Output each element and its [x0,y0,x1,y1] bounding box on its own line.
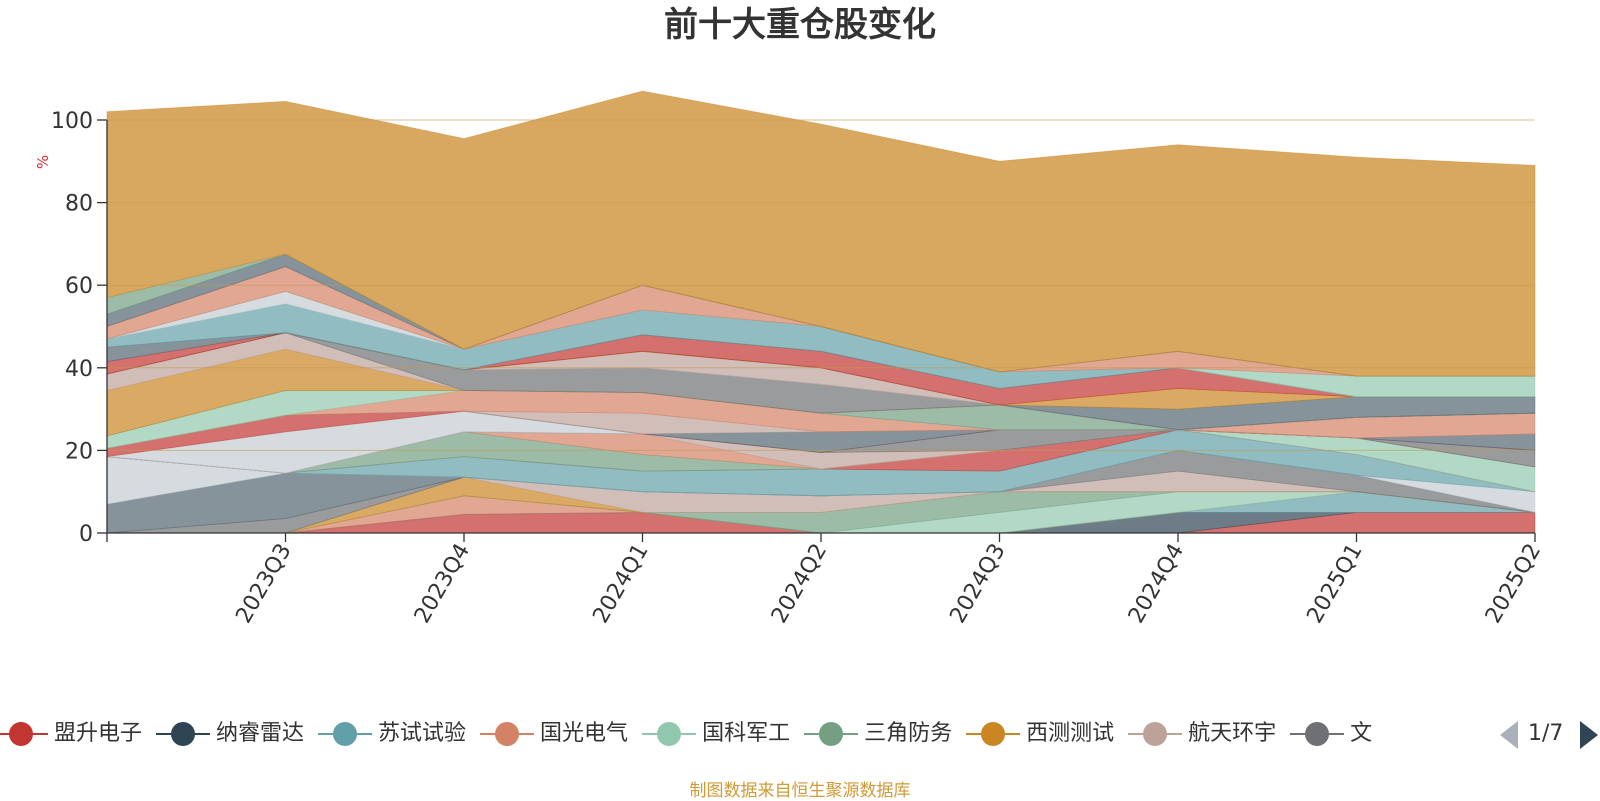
legend-marker-icon [480,722,535,746]
legend-marker-icon [318,722,373,746]
legend-item[interactable]: 盟升电子 [0,712,142,756]
legend-label: 文 [1350,721,1373,746]
legend-marker-icon [0,722,48,746]
source-note: 制图数据来自恒生聚源数据库 [689,781,911,801]
chart-title: 前十大重仓股变化 [664,5,936,45]
legend-label: 苏试试验 [378,721,467,746]
legend-marker-icon [966,722,1021,746]
legend-item[interactable]: 国光电气 [480,712,628,756]
legend-label: 纳睿雷达 [216,721,305,746]
legend-label: 盟升电子 [54,721,143,746]
x-tick-label: 2024Q4 [1124,540,1189,628]
legend-item[interactable]: 航天环宇 [1128,712,1276,756]
x-tick-label: 2023Q4 [410,540,475,628]
legend-item[interactable]: 苏试试验 [318,712,466,756]
x-tick-label: 2024Q2 [767,540,832,628]
legend-pager: 1/7 [1496,712,1600,756]
y-tick-label: 0 [79,522,93,547]
legend-label: 国科军工 [702,721,791,746]
legend-page-indicator: 1/7 [1528,721,1564,746]
legend: 盟升电子 纳睿雷达 苏试试验 国光电气 国科军工 三角防务 西测测试 航天环宇 文 [0,712,1490,756]
legend-label: 三角防务 [864,721,953,746]
y-tick-label: 20 [65,439,93,464]
legend-marker-icon [156,722,211,746]
legend-item[interactable]: 文 [1290,712,1372,756]
legend-next-page-icon[interactable] [1580,721,1598,749]
y-axis-label: % [34,155,52,169]
legend-item[interactable]: 西测测试 [966,712,1114,756]
x-tick-label: 2024Q3 [945,540,1010,628]
legend-marker-icon [1128,722,1183,746]
x-tick-label: 2023Q3 [231,540,296,628]
x-tick-label: 2025Q1 [1302,540,1367,628]
legend-item[interactable]: 三角防务 [804,712,952,756]
y-tick-label: 80 [65,192,93,217]
area-series-40 [106,90,1536,377]
legend-label: 西测测试 [1026,721,1115,746]
y-tick-label: 100 [51,109,93,134]
y-tick-label: 40 [65,357,93,382]
legend-items: 盟升电子 纳睿雷达 苏试试验 国光电气 国科军工 三角防务 西测测试 航天环宇 文 [0,712,1386,756]
area-layers [106,90,1536,534]
legend-item[interactable]: 国科军工 [642,712,790,756]
legend-prev-page-icon[interactable] [1500,721,1518,749]
legend-label: 国光电气 [540,721,629,746]
legend-label: 航天环宇 [1188,721,1277,746]
y-tick-label: 60 [65,274,93,299]
legend-marker-icon [1290,722,1345,746]
x-tick-label: 2024Q1 [588,540,653,628]
x-tick-label: 2025Q2 [1481,540,1546,628]
legend-item[interactable]: 纳睿雷达 [156,712,304,756]
legend-marker-icon [642,722,697,746]
legend-marker-icon [804,722,859,746]
